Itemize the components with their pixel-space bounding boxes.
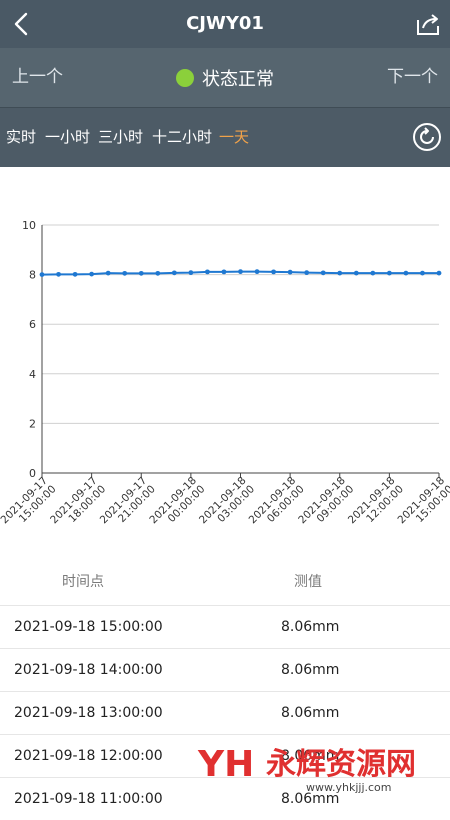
tab-twelve-hours[interactable]: 十二小时 [152,128,213,146]
x-tick-label: 2021-09-1806:00:00 [247,475,307,535]
table-row: 2021-09-18 15:00:00 8.06mm [0,605,450,648]
data-point [188,270,194,276]
column-header-time: 时间点 [62,574,104,590]
cell-time: 2021-09-18 12:00:00 [14,748,163,764]
status-text: 状态正常 [202,68,274,90]
tab-three-hours[interactable]: 三小时 [98,128,144,146]
data-point [304,270,310,276]
table-header: 时间点 测值 [0,560,450,605]
tab-one-day[interactable]: 一天 [219,128,250,146]
data-point [171,270,177,276]
cell-time: 2021-09-18 13:00:00 [14,705,163,721]
table-row: 2021-09-18 12:00:00 8.06mm [0,734,450,777]
cell-time: 2021-09-18 15:00:00 [14,619,163,635]
y-tick-label: 6 [29,318,36,331]
cell-time: 2021-09-18 11:00:00 [14,791,163,807]
y-tick-label: 10 [22,219,36,232]
line-chart-svg: 0 2 4 6 8 10 2021-09-1715:00:002021-09-1718:00… [0,219,450,535]
data-point [353,270,359,276]
cell-value: 8.06mm [281,705,340,721]
data-point [238,269,243,275]
top-app-bar: CJWY01 [0,0,450,48]
svg-text:www.yhkjjj.com: www.yhkjjj.com [306,781,392,794]
data-point [122,270,128,276]
cell-value: 8.06mm [281,748,340,764]
data-point [271,269,276,275]
y-tick-label: 0 [29,467,36,480]
column-header-value: 测值 [294,574,322,590]
share-icon[interactable] [414,10,442,38]
data-point [155,270,161,276]
tab-realtime[interactable]: 实时 [6,128,37,146]
device-status-bar: 上一个 状态正常 下一个 [0,48,450,108]
table-row: 2021-09-18 14:00:00 8.06mm [0,648,450,691]
table-row: 2021-09-18 13:00:00 8.06mm [0,691,450,734]
watermark-logo: YH 永辉资源网 www.yhkjjj.com [197,744,416,794]
previous-device-button[interactable]: 上一个 [12,67,63,87]
x-tick-label: 2021-09-1800:00:00 [147,475,207,535]
cell-value: 8.06mm [281,662,340,678]
page-title: CJWY01 [186,13,264,34]
data-point [403,270,409,276]
measurement-chart: 0 2 4 6 8 10 2021-09-1715:00:00 2021-09-1718:00… [0,205,450,550]
data-point [287,269,293,275]
next-device-button[interactable]: 下一个 [387,67,438,87]
data-point [221,269,227,275]
data-point [39,272,45,277]
data-point [436,270,442,276]
data-point [254,269,260,275]
device-status: 状态正常 [0,48,450,107]
y-tick-label: 2 [29,417,36,430]
x-tick-label: 2021-09-1809:00:00 [296,475,356,535]
y-tick-label: 8 [29,269,36,282]
x-tick-label: 2021-09-1721:00:00 [98,475,158,535]
cell-time: 2021-09-18 14:00:00 [14,662,163,678]
data-point [205,269,210,275]
data-point [89,271,95,277]
data-point [72,271,78,277]
x-tick-label: 2021-09-1803:00:00 [197,475,257,535]
status-ok-dot-icon [176,68,194,87]
refresh-icon[interactable] [412,122,442,152]
y-tick-label: 4 [29,368,36,381]
data-point [386,270,392,276]
x-tick-label: 2021-09-1715:00:00 [0,475,59,535]
x-tick-label: 2021-09-1718:00:00 [48,475,108,535]
cell-value: 8.06mm [281,619,340,635]
data-point [420,270,425,276]
time-range-tabs: 实时 一小时 三小时 十二小时 一天 [0,108,450,167]
svg-text:永辉资源网: 永辉资源网 [266,747,416,782]
svg-text:YH: YH [197,744,254,785]
data-point [138,270,144,276]
x-tick-label: 2021-09-1815:00:00 [395,475,450,535]
back-arrow-icon[interactable] [8,10,36,38]
tab-one-hour[interactable]: 一小时 [45,128,91,146]
data-point [105,270,111,276]
data-point [56,271,61,277]
data-point [320,270,326,276]
data-point [370,270,376,276]
x-tick-label: 2021-09-1812:00:00 [346,475,406,535]
data-point [337,270,343,276]
